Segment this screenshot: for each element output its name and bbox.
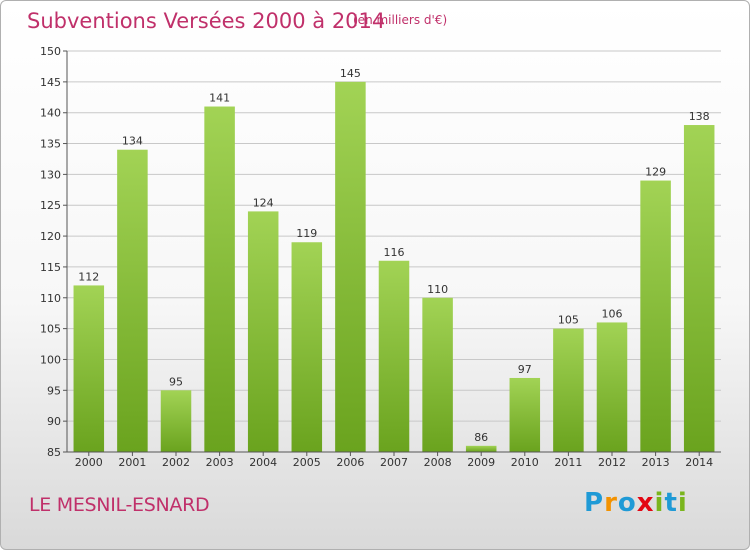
bar-2008 bbox=[422, 297, 453, 452]
bar-2012 bbox=[596, 322, 628, 452]
y-tick-label: 125 bbox=[40, 199, 61, 212]
y-tick-label: 85 bbox=[47, 446, 61, 459]
value-label-2010: 97 bbox=[518, 363, 532, 376]
value-label-2002: 95 bbox=[169, 375, 183, 388]
proxiti-logo[interactable]: Proxiti bbox=[584, 488, 688, 518]
y-tick-label: 110 bbox=[40, 292, 61, 305]
bar-2006 bbox=[335, 81, 366, 452]
y-tick-label: 100 bbox=[40, 353, 61, 366]
y-tick-label: 150 bbox=[40, 45, 61, 58]
x-tick-label-2007: 2007 bbox=[380, 456, 408, 469]
bar-chart: 85 90 95 100 105 110 115 120 125 130 135 140 145 150 1… bbox=[40, 45, 721, 469]
x-tick-label-2006: 2006 bbox=[336, 456, 364, 469]
logo-letter: i bbox=[677, 488, 688, 518]
bar-2013 bbox=[640, 180, 671, 453]
x-tick-label-2003: 2003 bbox=[206, 456, 234, 469]
x-tick-label-2004: 2004 bbox=[249, 456, 277, 469]
value-label-2008: 110 bbox=[427, 283, 448, 296]
axes bbox=[63, 50, 721, 456]
bar-2014 bbox=[683, 125, 715, 453]
bar-2000 bbox=[73, 285, 105, 452]
y-tick-label: 145 bbox=[40, 76, 61, 89]
x-tick-label-2002: 2002 bbox=[162, 456, 190, 469]
bar-2001 bbox=[117, 149, 148, 452]
x-tick-label-2011: 2011 bbox=[554, 456, 582, 469]
value-label-2007: 116 bbox=[384, 246, 405, 259]
value-label-2012: 106 bbox=[602, 307, 623, 320]
x-tick-label-2000: 2000 bbox=[75, 456, 103, 469]
chart-subtitle: (en milliers d'€) bbox=[353, 13, 448, 27]
value-label-2014: 138 bbox=[689, 110, 710, 123]
x-tick-label-2010: 2010 bbox=[511, 456, 539, 469]
x-tick-label-2005: 2005 bbox=[293, 456, 321, 469]
y-tick-label: 130 bbox=[40, 168, 61, 181]
x-tick-label-2012: 2012 bbox=[598, 456, 626, 469]
y-tick-label: 135 bbox=[40, 138, 61, 151]
x-tick-label-2001: 2001 bbox=[118, 456, 146, 469]
bars bbox=[73, 81, 715, 453]
logo-letter: i bbox=[654, 488, 665, 518]
y-tick-label: 120 bbox=[40, 230, 61, 243]
bar-2005 bbox=[291, 242, 323, 452]
chart-title: Subventions Versées 2000 à 2014 bbox=[27, 9, 386, 33]
x-tick-label-2014: 2014 bbox=[685, 456, 713, 469]
bar-2011 bbox=[553, 328, 584, 452]
logo-letter: r bbox=[604, 488, 618, 518]
bar-2007 bbox=[378, 260, 410, 452]
bar-2004 bbox=[247, 211, 279, 452]
value-label-2001: 134 bbox=[122, 135, 143, 148]
value-label-2011: 105 bbox=[558, 314, 579, 327]
value-label-2013: 129 bbox=[645, 166, 666, 179]
x-tick-label-2008: 2008 bbox=[424, 456, 452, 469]
y-tick-label: 140 bbox=[40, 107, 61, 120]
value-label-2004: 124 bbox=[253, 196, 274, 209]
value-label-2005: 119 bbox=[296, 227, 317, 240]
value-label-2003: 141 bbox=[209, 92, 230, 105]
logo-letter: x bbox=[636, 488, 655, 518]
commune-name: LE MESNIL-ESNARD bbox=[29, 494, 210, 516]
bar-2003 bbox=[204, 106, 235, 453]
logo-letter: o bbox=[617, 488, 637, 518]
y-tick-label: 90 bbox=[47, 415, 61, 428]
labels: 85 90 95 100 105 110 115 120 125 130 135 140 145 150 1… bbox=[40, 45, 713, 469]
x-tick-label-2013: 2013 bbox=[642, 456, 670, 469]
x-tick-label-2009: 2009 bbox=[467, 456, 495, 469]
value-label-2009: 86 bbox=[474, 431, 488, 444]
logo-letter: P bbox=[584, 488, 605, 518]
value-label-2006: 145 bbox=[340, 67, 361, 80]
y-tick-label: 115 bbox=[40, 261, 61, 274]
bar-2010 bbox=[509, 377, 541, 452]
bar-2002 bbox=[160, 390, 192, 452]
y-tick-label: 105 bbox=[40, 323, 61, 336]
y-tick-label: 95 bbox=[47, 384, 61, 397]
logo-letter: t bbox=[664, 488, 678, 518]
bar-2009 bbox=[465, 445, 497, 452]
value-label-2000: 112 bbox=[78, 270, 99, 283]
